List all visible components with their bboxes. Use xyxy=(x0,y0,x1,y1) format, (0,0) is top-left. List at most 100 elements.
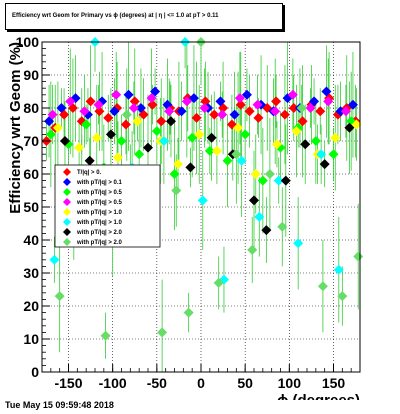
y-tick-label: 90 xyxy=(23,67,39,83)
data-point xyxy=(187,132,198,143)
data-point xyxy=(309,96,320,107)
x-tick-label: -150 xyxy=(54,375,82,391)
data-point xyxy=(257,175,268,186)
data-point xyxy=(121,109,132,120)
data-point xyxy=(330,132,341,143)
data-point xyxy=(328,149,339,160)
legend-label: with pT/|q| > 2.0 xyxy=(76,230,123,236)
x-tick-label: -50 xyxy=(147,375,167,391)
data-point xyxy=(234,93,245,104)
data-point xyxy=(273,175,284,186)
data-point xyxy=(244,106,255,117)
data-point xyxy=(132,116,143,127)
y-tick-label: 80 xyxy=(23,100,39,116)
timestamp-footer: Tue May 15 09:59:48 2018 xyxy=(5,400,114,410)
data-point xyxy=(103,112,114,123)
legend-marker xyxy=(63,228,71,236)
data-point xyxy=(252,99,263,110)
data-point xyxy=(233,122,244,133)
data-point xyxy=(315,106,326,117)
data-point xyxy=(84,155,95,166)
legend-label: with pT/|q| > 1.0 xyxy=(76,220,123,226)
data-point xyxy=(91,132,102,143)
data-point xyxy=(143,142,153,153)
data-point xyxy=(147,99,158,110)
data-point xyxy=(158,136,169,146)
data-point xyxy=(217,109,228,120)
y-tick-label: 40 xyxy=(23,232,39,248)
y-tick-label: 70 xyxy=(23,133,39,149)
data-point xyxy=(49,254,60,265)
x-tick-label: 0 xyxy=(197,375,205,391)
data-point xyxy=(277,221,288,232)
data-point xyxy=(197,195,208,206)
chart-title: Efficiency wrt Geom for Primary vs ϕ (de… xyxy=(12,13,219,19)
data-point xyxy=(206,132,217,143)
data-point xyxy=(247,244,258,255)
data-point xyxy=(164,106,175,117)
data-point xyxy=(316,149,327,160)
legend-label: with pT/|q| > 1.0 xyxy=(76,210,123,216)
data-point xyxy=(199,103,210,113)
y-tick-label: 100 xyxy=(16,34,40,50)
data-point xyxy=(229,109,240,120)
data-point xyxy=(171,185,182,196)
y-tick-label: 60 xyxy=(23,166,39,182)
legend-label: with pT/|q| > 0.5 xyxy=(76,200,123,206)
legend-marker xyxy=(63,198,71,206)
data-point xyxy=(111,89,122,100)
data-point xyxy=(337,291,348,302)
data-point xyxy=(146,93,157,104)
y-tick-label: 20 xyxy=(23,298,39,314)
data-point xyxy=(151,126,162,137)
data-point xyxy=(209,109,220,120)
data-point xyxy=(79,106,90,117)
data-point xyxy=(236,155,247,166)
data-point xyxy=(319,159,330,170)
data-point xyxy=(52,122,63,133)
data-point xyxy=(310,136,321,146)
data-point xyxy=(280,175,291,186)
data-point xyxy=(185,162,196,173)
data-point xyxy=(105,129,116,140)
data-point xyxy=(240,129,251,140)
data-point xyxy=(109,106,120,117)
data-point xyxy=(74,142,85,153)
data-point xyxy=(333,264,344,275)
data-point xyxy=(156,116,167,127)
data-point xyxy=(94,106,105,117)
data-point xyxy=(235,99,246,110)
data-point xyxy=(323,96,334,107)
data-point xyxy=(81,119,92,130)
legend-label: with pT/|q| > 2.0 xyxy=(76,240,123,246)
data-point xyxy=(300,139,311,150)
x-axis-title: ϕ (degrees) xyxy=(277,392,360,400)
data-point xyxy=(253,112,264,123)
data-point xyxy=(181,96,192,107)
data-point xyxy=(288,103,299,113)
data-point xyxy=(44,116,55,127)
data-point xyxy=(150,86,161,97)
legend-marker xyxy=(63,218,71,226)
data-point xyxy=(353,251,364,262)
data-point xyxy=(47,109,58,120)
y-tick-label: 0 xyxy=(31,364,39,380)
data-point xyxy=(317,281,328,292)
x-tick-label: 50 xyxy=(237,375,253,391)
data-point xyxy=(123,89,134,100)
data-point xyxy=(93,99,104,110)
x-tick-label: 150 xyxy=(322,375,346,391)
data-point xyxy=(134,149,145,160)
data-point xyxy=(254,211,265,222)
data-point xyxy=(100,330,111,341)
legend-marker xyxy=(63,238,71,246)
data-point xyxy=(157,327,168,338)
data-point xyxy=(204,145,215,156)
data-point xyxy=(116,136,127,146)
data-point xyxy=(296,103,307,113)
legend-marker xyxy=(63,188,71,196)
y-axis-title: Efficiency wrt Geom (%) xyxy=(7,42,24,214)
data-point xyxy=(297,116,308,127)
data-point xyxy=(344,122,355,133)
data-point xyxy=(135,103,146,113)
